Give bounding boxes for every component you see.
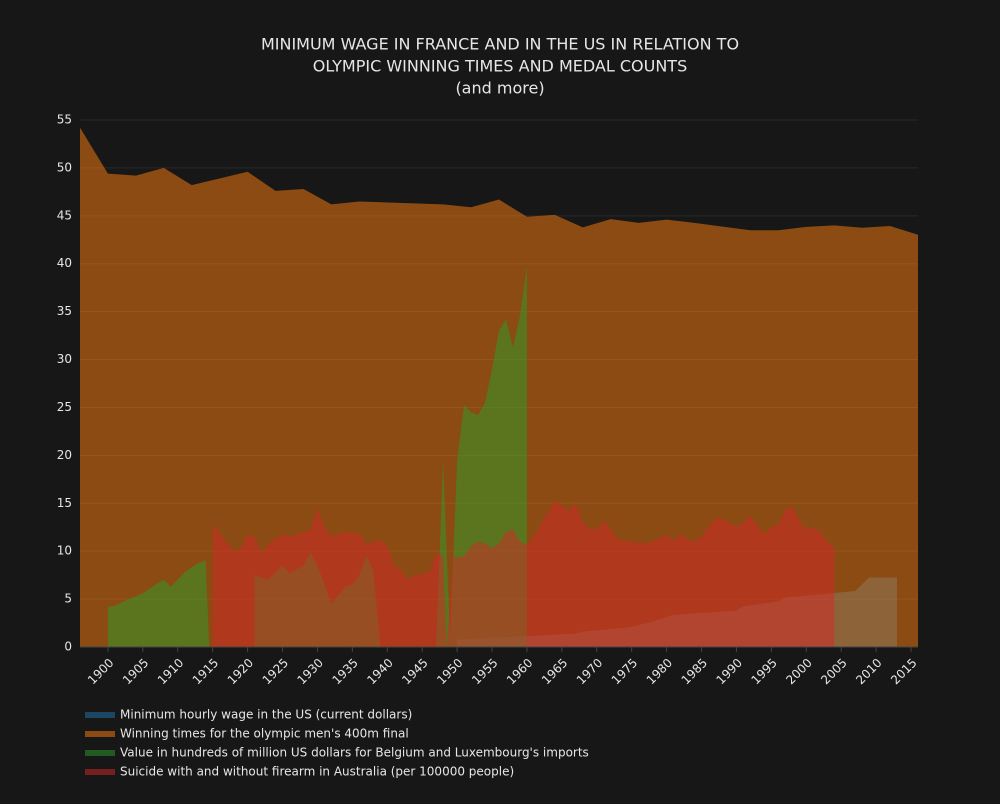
y-tick-label: 55 xyxy=(57,113,72,127)
legend-swatch xyxy=(85,712,115,718)
chart-title: OLYMPIC WINNING TIMES AND MEDAL COUNTS xyxy=(313,57,687,76)
area xyxy=(212,500,835,647)
y-tick-label: 20 xyxy=(57,448,72,462)
legend-label: Winning times for the olympic men's 400m… xyxy=(120,727,409,741)
legend-label: Value in hundreds of million US dollars … xyxy=(120,746,589,760)
legend-label: Suicide with and without firearm in Aust… xyxy=(120,765,514,779)
legend-label: Minimum hourly wage in the US (current d… xyxy=(120,708,412,722)
chart-title: MINIMUM WAGE IN FRANCE AND IN THE US IN … xyxy=(261,35,739,54)
chart-title: (and more) xyxy=(455,79,544,98)
y-tick-label: 35 xyxy=(57,304,72,318)
legend-swatch xyxy=(85,769,115,775)
legend-swatch xyxy=(85,731,115,737)
y-tick-label: 40 xyxy=(57,256,72,270)
y-tick-label: 45 xyxy=(57,208,72,222)
y-tick-label: 10 xyxy=(57,544,72,558)
y-tick-label: 50 xyxy=(57,160,72,174)
y-tick-label: 0 xyxy=(64,640,72,654)
legend-swatch xyxy=(85,750,115,756)
y-tick-label: 5 xyxy=(64,592,72,606)
y-tick-label: 15 xyxy=(57,496,72,510)
y-tick-label: 30 xyxy=(57,352,72,366)
y-tick-label: 25 xyxy=(57,400,72,414)
